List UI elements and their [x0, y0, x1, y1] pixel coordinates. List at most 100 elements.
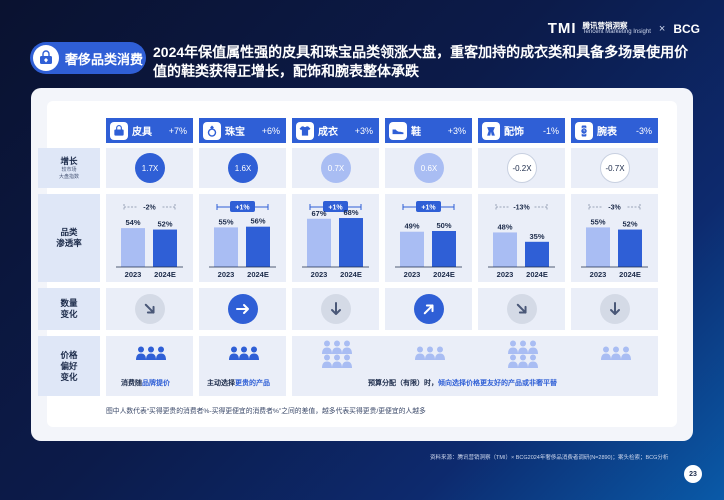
shoe-icon [389, 121, 407, 140]
category-name: 皮具 [132, 127, 152, 138]
row-label-growth: 增长 较市场 大盘指数 [38, 148, 100, 188]
section-tag: 奢侈品类消费 [30, 42, 146, 74]
page-headline: 2024年保值属性强的皮具和珠宝品类领涨大盘，重客加持的成衣类和具备多场景使用价… [153, 44, 689, 79]
category-change: -3% [635, 125, 652, 136]
people-group-jewelry-icon [229, 346, 259, 360]
category-header-leather: 皮具 +7% [106, 118, 193, 143]
diff-badge [602, 201, 627, 212]
bar-value-2024: 52% [157, 220, 172, 229]
row-label-trend: 数量 变化 [38, 288, 100, 330]
diff-label: +1% [328, 205, 343, 212]
bar-2023 [307, 218, 331, 267]
source-note: 资料来源：腾讯营销洞察（TMI）× BCG2024年奢侈品消费者调研(N=289… [430, 455, 669, 461]
people-group-watches-icon [601, 346, 631, 360]
penetration-bars: -2%54% 2023 52% 2024E [116, 201, 183, 279]
growth-multiplier: 1.7X [135, 153, 165, 183]
bar-value-2023: 49% [404, 222, 419, 231]
growth-multiplier: -0.2X [507, 153, 537, 183]
pref-text-others: 预算分配（有限）时，倾向选择价格更友好的产品或非奢平替 [368, 380, 557, 387]
category-name: 腕表 [597, 127, 617, 138]
bar-value-2023: 55% [218, 217, 233, 226]
penetration-cell-apparel: +1% 67% 2023 68% 2024E [292, 194, 379, 282]
trend-cell-accessories [478, 288, 565, 330]
penetration-cell-watches: -3% 55% 2023 52% 2024E [571, 194, 658, 282]
bar-2024 [618, 229, 642, 267]
trend-arrow-down-icon [321, 294, 351, 324]
bar-2024 [153, 229, 177, 267]
trend-cell-shoes [385, 288, 472, 330]
people-group-shoes-icon [415, 346, 445, 360]
category-name: 鞋 [411, 127, 421, 138]
trend-cell-leather [106, 288, 193, 330]
logo-separator: × [658, 22, 666, 35]
year-label-2023: 2023 [311, 270, 328, 279]
row-label-preference: 价格 偏好 变化 [38, 336, 100, 396]
year-label-2024: 2024E [247, 270, 269, 279]
category-name: 配饰 [504, 127, 524, 138]
category-header-apparel: 成衣 +3% [292, 118, 379, 143]
tmi-logo-text: 腾讯营销洞察 Tencent Marketing Insight [582, 20, 651, 35]
year-label-2023: 2023 [125, 270, 142, 279]
penetration-cell-jewelry: +1% 55% 2023 56% 2024E [199, 194, 286, 282]
ring-icon [203, 121, 221, 140]
growth-multiplier: 1.6X [228, 153, 258, 183]
diff-badge [416, 201, 441, 212]
diff-badge [323, 201, 348, 212]
bar-value-2024: 50% [436, 221, 451, 230]
bar-2024 [432, 231, 456, 267]
penetration-bars: +1% 49% 2023 50% 2024E [395, 201, 462, 279]
bar-2023 [400, 231, 424, 267]
diamond-bag-icon [33, 45, 59, 71]
penetration-bars: -3%55% 2023 52% 2024E [581, 201, 648, 279]
growth-multiplier: -0.7X [600, 153, 630, 183]
handbag-icon [110, 121, 128, 140]
penetration-cell-leather: -2% 54% 2023 52% 2024E [106, 194, 193, 282]
diff-badge [137, 201, 162, 212]
footnote: 图中人数代表“买得更贵的消费者%-买得更便宜的消费者%”之间的差值，越多代表买得… [106, 408, 426, 415]
penetration-bars: +1%55% 2023 56% 2024E [209, 201, 276, 279]
year-label-2023: 2023 [590, 270, 607, 279]
growth-multiplier: 0.7X [321, 153, 351, 183]
growth-multiplier: 0.6X [414, 153, 444, 183]
growth-cell-watches: -0.7X [571, 148, 658, 188]
pref-text-jewelry: 主动选择更贵的产品 [207, 380, 270, 387]
bar-value-2024: 52% [622, 220, 637, 229]
category-name: 成衣 [318, 127, 338, 138]
growth-cell-accessories: -0.2X [478, 148, 565, 188]
bar-value-2023: 67% [311, 209, 326, 218]
year-label-2024: 2024E [526, 270, 548, 279]
page-number: 23 [684, 465, 702, 483]
penetration-cell-shoes: +1% 49% 2023 50% 2024E [385, 194, 472, 282]
growth-cell-shoes: 0.6X [385, 148, 472, 188]
people-group-accessories-icon [508, 340, 538, 368]
category-change: +6% [261, 125, 280, 136]
diff-label: -2% [143, 205, 156, 212]
shirt-icon [296, 121, 314, 140]
bar-2023 [121, 228, 145, 267]
bar-2023 [586, 227, 610, 267]
trend-cell-jewelry [199, 288, 286, 330]
category-header-accessories: 配饰 -1% [478, 118, 565, 143]
watch-icon [575, 121, 593, 140]
trend-arrow-down-right-icon [507, 294, 537, 324]
year-label-2023: 2023 [404, 270, 421, 279]
bcg-logo: BCG [673, 21, 700, 36]
penetration-bars: +1%67% 2023 68% 2024E [302, 201, 369, 279]
trend-cell-watches [571, 288, 658, 330]
category-change: +7% [168, 125, 187, 136]
growth-cell-leather: 1.7X [106, 148, 193, 188]
trend-arrow-down-right-icon [135, 294, 165, 324]
category-header-watches: 腕表 -3% [571, 118, 658, 143]
pref-cell-others [292, 336, 658, 396]
bar-value-2023: 55% [590, 217, 605, 226]
diff-label: +1% [421, 205, 436, 212]
bar-value-2024: 35% [529, 232, 544, 241]
diff-label: +1% [235, 205, 250, 212]
trend-arrow-right-icon [228, 294, 258, 324]
bar-2023 [214, 227, 238, 267]
growth-cell-apparel: 0.7X [292, 148, 379, 188]
category-change: +3% [354, 125, 373, 136]
bar-value-2024: 56% [250, 217, 265, 226]
bar-value-2023: 54% [125, 218, 140, 227]
diff-label: -3% [608, 205, 621, 212]
